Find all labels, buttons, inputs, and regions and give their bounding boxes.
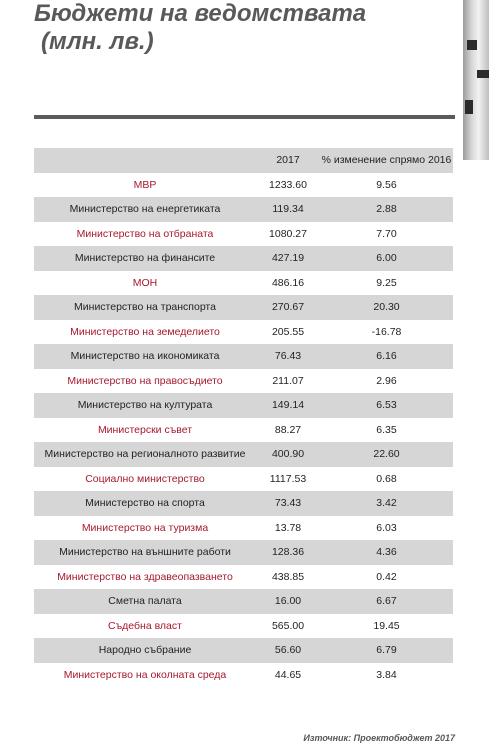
change-cell: 6.03	[376, 521, 397, 534]
table-row: Министерство на земеделието 205.55 -16.78	[34, 320, 453, 345]
table-row: Министерство на външните работи 128.36 4.3…	[34, 540, 453, 565]
title-divider	[34, 115, 455, 119]
table-row: Министерство на отбраната 1080.27 7.70	[34, 222, 453, 247]
table-row: Министерство на здравеопазването 438.85 0.…	[34, 565, 453, 590]
table-row: Министерски съвет 88.27 6.35	[34, 418, 453, 443]
department-cell: Министерство на енергетиката	[34, 197, 256, 222]
table-row: Министерство на околната среда 44.65 3.84	[34, 663, 453, 688]
value-2017-cell: 427.19	[256, 246, 320, 271]
table-row: МОН 486.16 9.25	[34, 271, 453, 296]
table-row: Министерство на правосъдието 211.07 2.96	[34, 369, 453, 394]
table-row: Сметна палата 16.00 6.67	[34, 589, 453, 614]
decorative-photo	[463, 0, 489, 160]
table-row: Министерство на финансите 427.19 6.00	[34, 246, 453, 271]
table-row: Министерство на икономиката 76.43 6.16	[34, 344, 453, 369]
value-2017-cell: 56.60	[256, 638, 320, 663]
change-cell: 20.30	[320, 295, 453, 320]
change-cell: 0.42	[376, 570, 397, 583]
department-cell: Сметна палата	[34, 589, 256, 614]
change-cell: 6.16	[320, 344, 453, 369]
table-row: Народно събрание 56.60 6.79	[34, 638, 453, 663]
value-2017-cell: 88.27	[274, 423, 302, 436]
department-cell: Министерство на околната среда	[63, 668, 227, 681]
department-cell: Министерство на спорта	[34, 491, 256, 516]
department-cell: Народно събрание	[34, 638, 256, 663]
department-cell: Съдебна власт	[108, 619, 182, 632]
page-title: Бюджети на ведомствата (млн. лв.)	[34, 0, 366, 56]
value-2017-cell: 76.43	[256, 344, 320, 369]
header-change: % изменение спрямо 2016	[320, 148, 453, 173]
change-cell: 0.68	[376, 472, 397, 485]
department-cell: Министерство на здравеопазването	[57, 570, 233, 583]
header-2017: 2017	[256, 148, 320, 173]
department-cell: Министерство на отбраната	[76, 227, 214, 240]
department-cell: Социално министерство	[85, 472, 205, 485]
value-2017-cell: 565.00	[271, 619, 305, 632]
change-cell: 7.70	[376, 227, 397, 240]
source-note: Източник: Проектобюджет 2017	[303, 733, 455, 743]
table-row: МВР 1233.60 9.56	[34, 173, 453, 198]
value-2017-cell: 1233.60	[269, 178, 307, 191]
change-cell: 3.84	[376, 668, 397, 681]
department-cell: МОН	[132, 276, 158, 289]
title-line-1: Бюджети на ведомствата	[34, 0, 367, 27]
value-2017-cell: 400.90	[256, 442, 320, 467]
budget-table: 2017 % изменение спрямо 2016 МВР 1233.60 9…	[34, 148, 453, 687]
department-cell: Министерство на външните работи	[34, 540, 256, 565]
change-cell: 9.25	[376, 276, 397, 289]
department-cell: МВР	[133, 178, 157, 191]
value-2017-cell: 73.43	[256, 491, 320, 516]
table-row: Министерство на регионалното развитие 400…	[34, 442, 453, 467]
table-row: Министерство на културата 149.14 6.53	[34, 393, 453, 418]
value-2017-cell: 13.78	[274, 521, 302, 534]
department-cell: Министерство на финансите	[34, 246, 256, 271]
change-cell: 19.45	[373, 619, 400, 632]
department-cell: Министерство на икономиката	[34, 344, 256, 369]
table-row: Министерство на туризма 13.78 6.03	[34, 516, 453, 541]
department-cell: Министерство на културата	[34, 393, 256, 418]
value-2017-cell: 149.14	[256, 393, 320, 418]
value-2017-cell: 44.65	[274, 668, 302, 681]
title-line-2: (млн. лв.)	[41, 28, 154, 55]
change-cell: 6.79	[320, 638, 453, 663]
value-2017-cell: 486.16	[271, 276, 305, 289]
table-row: Министерство на спорта 73.43 3.42	[34, 491, 453, 516]
change-cell: 2.88	[320, 197, 453, 222]
department-cell: Министерство на туризма	[81, 521, 209, 534]
change-cell: 6.67	[320, 589, 453, 614]
value-2017-cell: 211.07	[272, 374, 304, 387]
change-cell: 9.56	[376, 178, 397, 191]
change-cell: 6.53	[320, 393, 453, 418]
department-cell: Министерство на правосъдието	[67, 374, 223, 387]
change-cell: 3.42	[320, 491, 453, 516]
change-cell: 4.36	[320, 540, 453, 565]
value-2017-cell: 1080.27	[269, 227, 307, 240]
table-row: Съдебна власт 565.00 19.45	[34, 614, 453, 639]
value-2017-cell: 438.85	[271, 570, 305, 583]
table-row: Социално министерство 1117.53 0.68	[34, 467, 453, 492]
department-cell: Министерство на регионалното развитие	[34, 442, 256, 467]
department-cell: Министерство на транспорта	[34, 295, 256, 320]
table-row: Министерство на енергетиката 119.34 2.88	[34, 197, 453, 222]
table-row: Министерство на транспорта 270.67 20.30	[34, 295, 453, 320]
change-cell: 6.00	[320, 246, 453, 271]
value-2017-cell: 270.67	[256, 295, 320, 320]
value-2017-cell: 205.55	[271, 325, 305, 338]
value-2017-cell: 128.36	[256, 540, 320, 565]
table-header-row: 2017 % изменение спрямо 2016	[34, 148, 453, 173]
change-cell: 22.60	[320, 442, 453, 467]
value-2017-cell: 1117.53	[269, 472, 307, 485]
header-department	[34, 148, 256, 173]
value-2017-cell: 119.34	[256, 197, 320, 222]
change-cell: 6.35	[376, 423, 397, 436]
value-2017-cell: 16.00	[256, 589, 320, 614]
department-cell: Министерски съвет	[97, 423, 193, 436]
department-cell: Министерство на земеделието	[70, 325, 220, 338]
change-cell: -16.78	[371, 325, 402, 338]
change-cell: 2.96	[376, 374, 397, 387]
